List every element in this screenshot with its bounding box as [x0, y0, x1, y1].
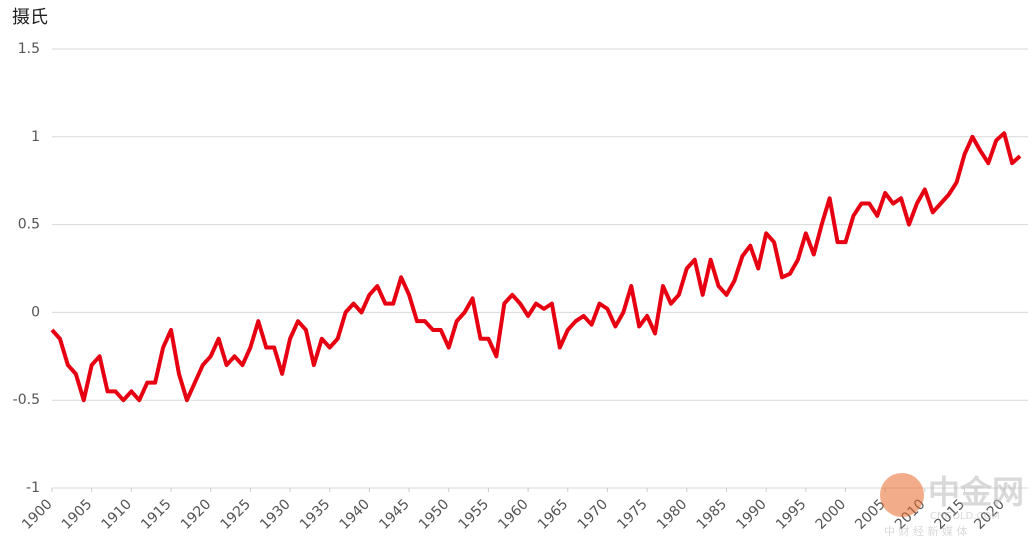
x-tick-label: 1920 [178, 496, 215, 533]
x-tick-label: 1980 [654, 496, 691, 533]
x-tick-label: 2000 [813, 496, 850, 533]
x-tick-label: 1990 [733, 496, 770, 533]
y-tick-label: -0.5 [13, 392, 40, 408]
watermark-logo [880, 473, 924, 517]
x-tick-label: 1965 [535, 496, 572, 533]
y-tick-label: 0 [31, 304, 40, 320]
watermark: 中金网 CNGOLD.COM 中 财 经 新 媒 体 [880, 473, 1024, 538]
y-tick-label: 0.5 [18, 217, 40, 233]
chart-title: 摄氏 [12, 7, 48, 28]
x-tick-label: 1995 [773, 496, 810, 533]
x-tick-label: 1910 [98, 496, 135, 533]
x-tick-label: 1950 [416, 496, 453, 533]
x-tick-label: 1900 [19, 496, 56, 533]
x-tick-label: 1925 [218, 496, 255, 533]
watermark-name: 中金网 [928, 473, 1024, 511]
y-tick-label: -1 [26, 480, 40, 496]
data-line [50, 131, 1022, 403]
watermark-slogan: 中 财 经 新 媒 体 [884, 524, 967, 538]
x-tick-label: 1955 [456, 496, 493, 533]
x-tick-label: 1940 [337, 496, 374, 533]
watermark-site: CNGOLD.COM [930, 511, 1000, 522]
x-tick-label: 1915 [138, 496, 175, 533]
x-tick-label: 1985 [694, 496, 731, 533]
x-tick-label: 1970 [575, 496, 612, 533]
x-tick-label: 1935 [297, 496, 334, 533]
y-tick-label: 1.5 [18, 41, 40, 57]
y-tick-label: 1 [31, 129, 40, 145]
x-tick-label: 1930 [257, 496, 294, 533]
x-tick-label: 1975 [614, 496, 651, 533]
x-tick-label: 1960 [495, 496, 532, 533]
x-tick-label: 1945 [376, 496, 413, 533]
x-tick-label: 1905 [59, 496, 96, 533]
